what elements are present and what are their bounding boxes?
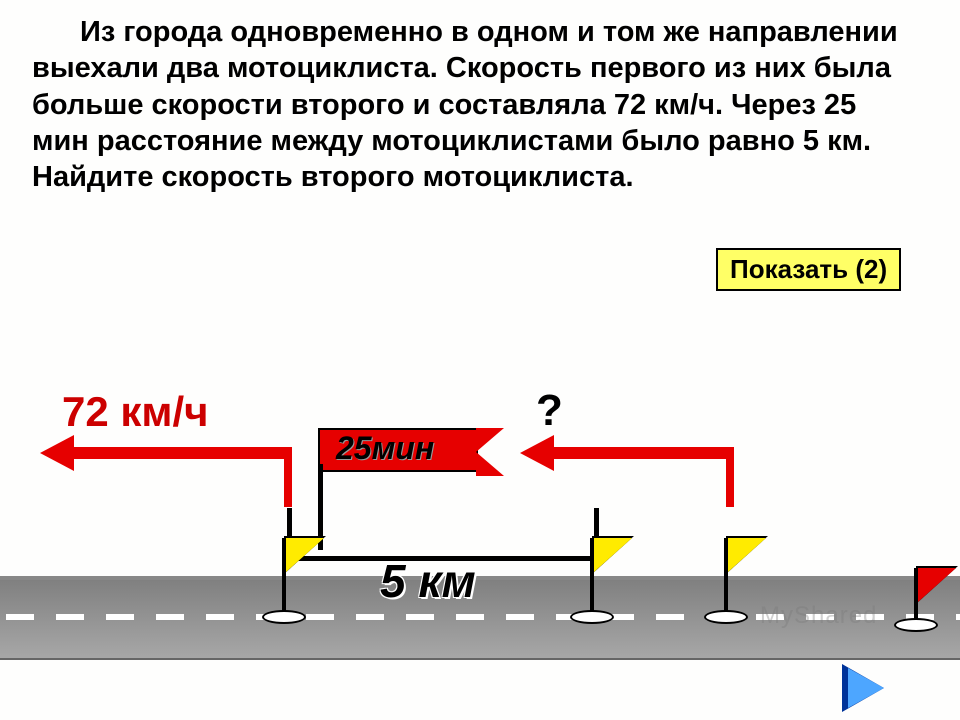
arrow1-drop bbox=[284, 447, 292, 507]
watermark: MyShared bbox=[760, 602, 877, 630]
show-button[interactable]: Показать (2) bbox=[716, 248, 901, 291]
speed2-label: ? bbox=[536, 386, 563, 436]
arrow2-head-icon bbox=[520, 435, 554, 471]
time-flag-label: 25мин bbox=[336, 430, 434, 467]
distance-label: 5 км bbox=[380, 554, 476, 608]
problem-text: Из города одновременно в одном и том же … bbox=[32, 14, 912, 195]
arrow1-stem bbox=[72, 447, 288, 459]
arrow2-stem bbox=[552, 447, 730, 459]
background-bottom bbox=[0, 660, 960, 720]
speed1-label: 72 км/ч bbox=[62, 388, 209, 436]
arrow2-drop bbox=[726, 447, 734, 507]
arrow1-head-icon bbox=[40, 435, 74, 471]
next-button-icon[interactable] bbox=[848, 668, 884, 708]
